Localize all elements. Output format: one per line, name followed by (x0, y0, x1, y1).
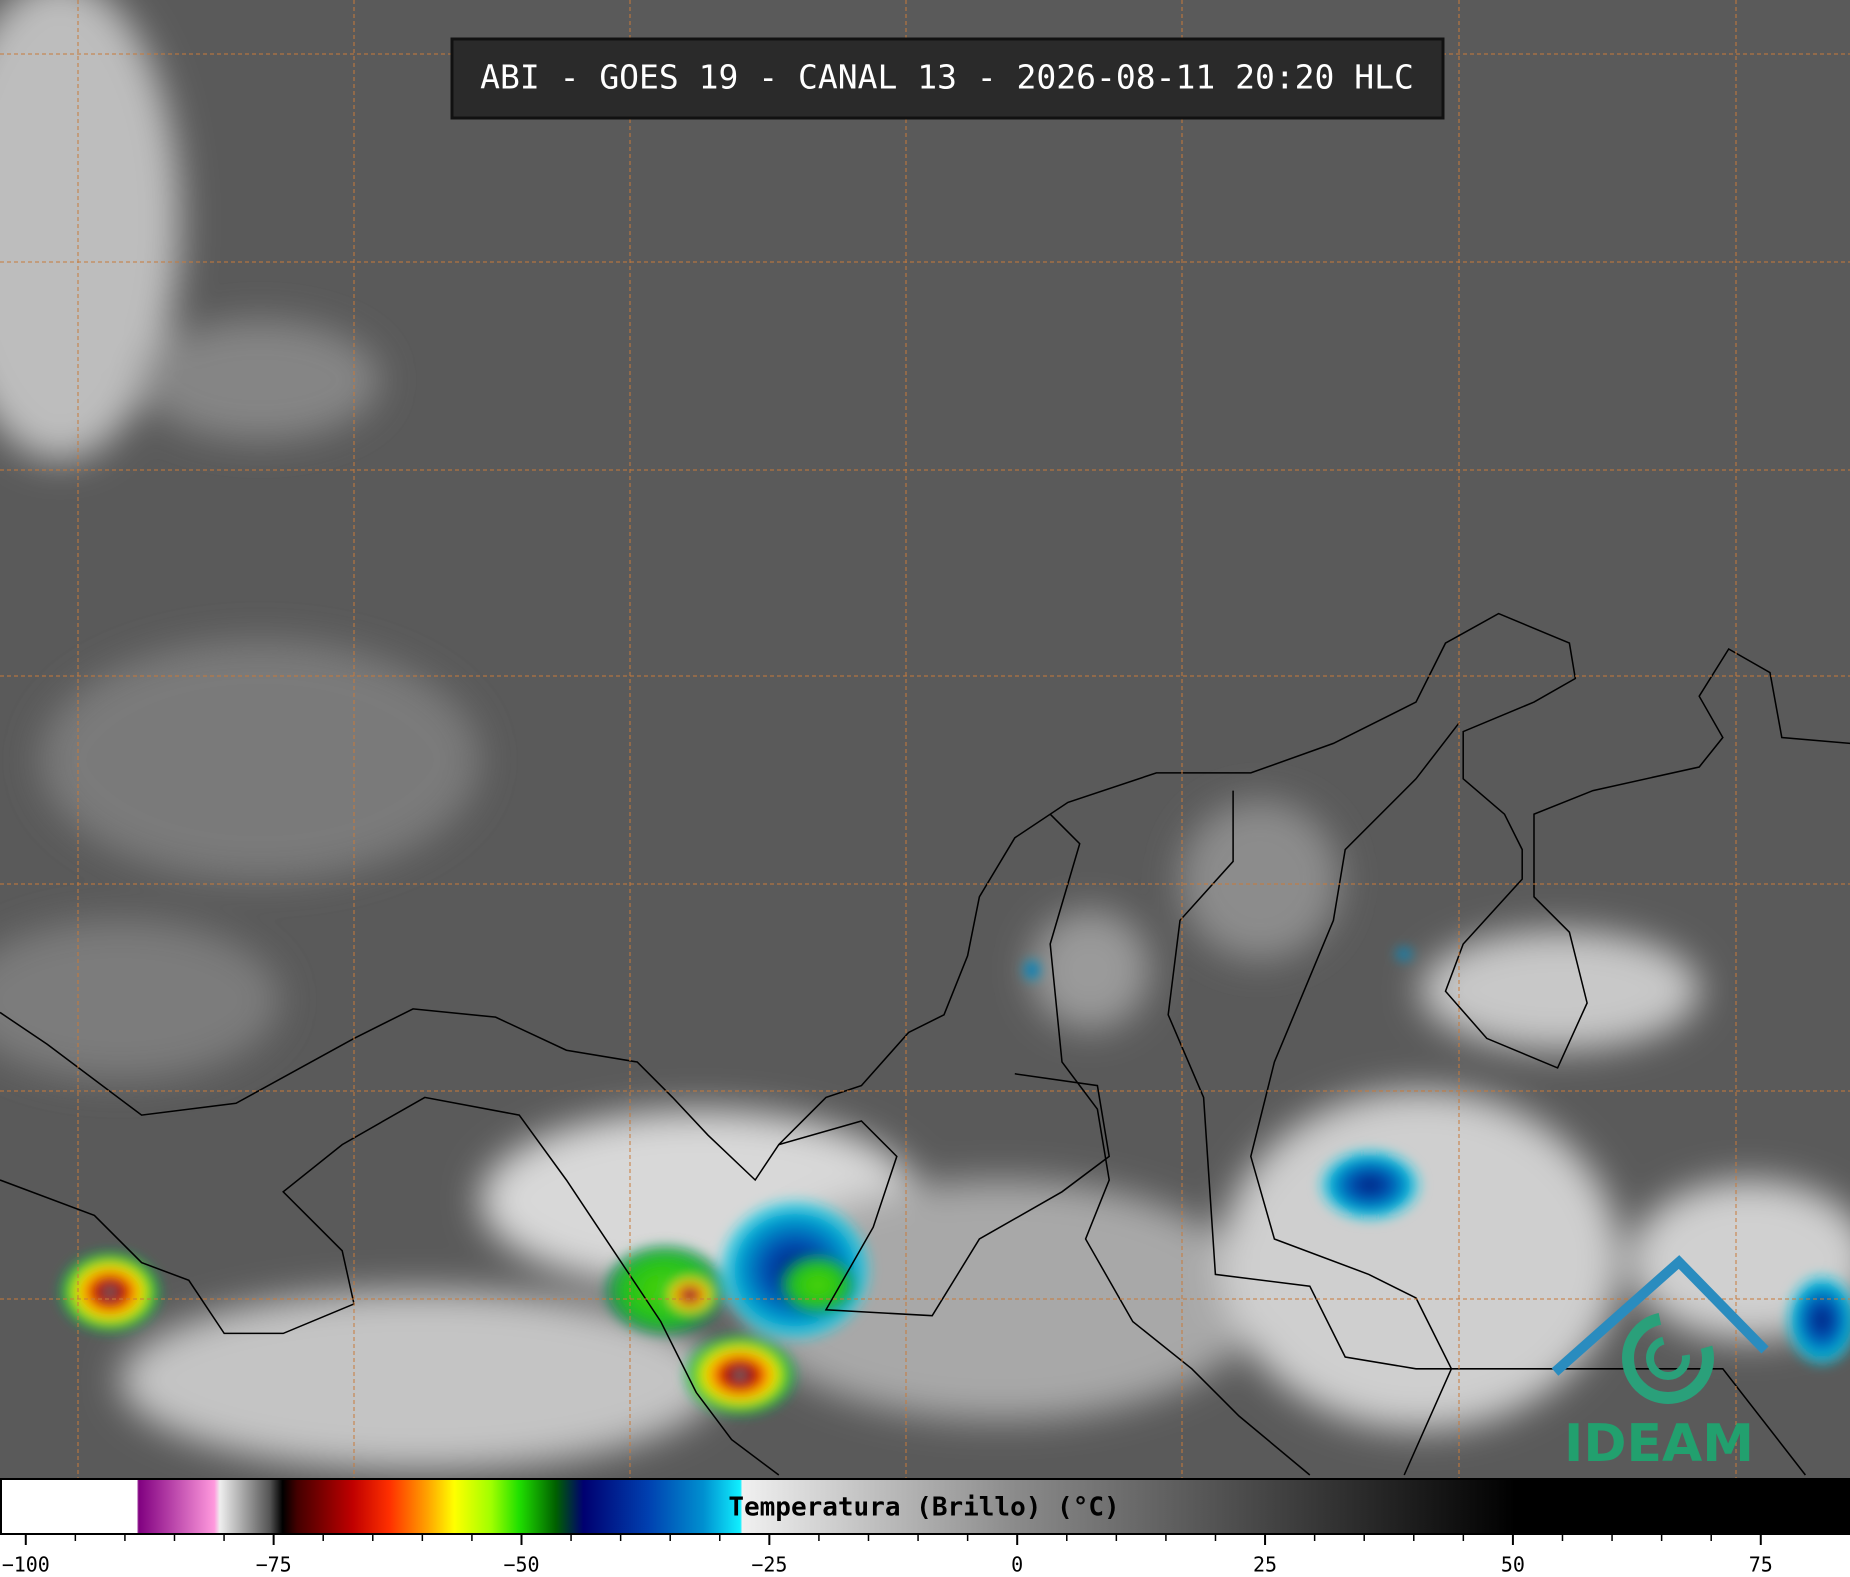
title-box: ABI - GOES 19 - CANAL 13 - 2026-08-11 20… (450, 37, 1445, 120)
colorbar-tick-label: −25 (751, 1553, 787, 1577)
colorbar-label: Temperatura (Brillo) (°C) (728, 1493, 1119, 1523)
colorbar-tick-label: −100 (2, 1553, 50, 1577)
colorbar: Temperatura (Brillo) (°C) (0, 1478, 1850, 1577)
logo-text: IDEAM (1564, 1414, 1754, 1474)
logo: IDEAM (1551, 1255, 1769, 1474)
colorbar-tick-label: −50 (503, 1553, 539, 1577)
colorbar-tick-label: 50 (1501, 1553, 1525, 1577)
logo-swirl-inner (1646, 1336, 1690, 1380)
colorbar-ramp (2, 1480, 1848, 1533)
logo-roof (1551, 1255, 1769, 1376)
convective-cells (60, 948, 1850, 1415)
colorbar-axis-bg (0, 1535, 1850, 1577)
colorbar-tick-label: 25 (1253, 1553, 1277, 1577)
borders (0, 612, 1850, 1476)
colorbar-tick-label: 0 (1011, 1553, 1023, 1577)
satellite-image (0, 0, 1850, 1478)
title-background (450, 37, 1445, 120)
title: ABI - GOES 19 - CANAL 13 - 2026-08-11 20… (480, 58, 1414, 97)
logo-swirl (1622, 1312, 1714, 1404)
graticule (0, 0, 1850, 1478)
colorbar-tick-label: −75 (256, 1553, 292, 1577)
colorbar-tick-label: 75 (1749, 1553, 1773, 1577)
